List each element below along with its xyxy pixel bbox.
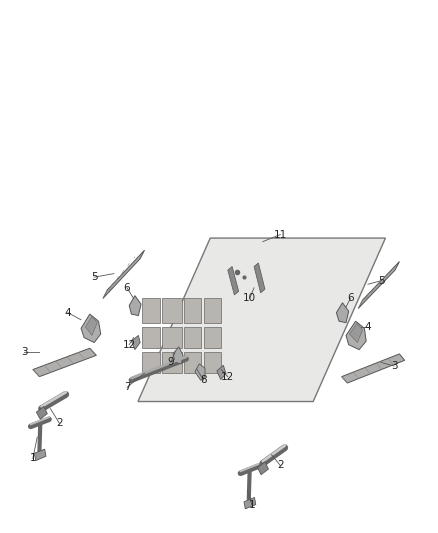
Text: 2: 2	[56, 418, 63, 428]
Text: 4: 4	[64, 308, 71, 318]
Polygon shape	[162, 327, 182, 348]
Text: 4: 4	[364, 322, 371, 332]
Polygon shape	[195, 364, 205, 380]
Text: 3: 3	[391, 361, 398, 371]
Polygon shape	[228, 266, 239, 295]
Polygon shape	[184, 298, 201, 324]
Polygon shape	[342, 354, 405, 383]
Polygon shape	[204, 327, 221, 348]
Polygon shape	[254, 263, 265, 293]
Text: 1: 1	[29, 454, 36, 463]
Polygon shape	[258, 462, 268, 475]
Polygon shape	[184, 352, 201, 373]
Text: 8: 8	[200, 375, 207, 385]
Text: 10: 10	[243, 294, 256, 303]
Polygon shape	[129, 296, 141, 316]
Polygon shape	[204, 352, 221, 373]
Polygon shape	[81, 314, 101, 343]
Polygon shape	[34, 449, 46, 461]
Text: 9: 9	[167, 358, 174, 367]
Polygon shape	[173, 347, 183, 364]
Polygon shape	[358, 262, 399, 309]
Text: 1: 1	[248, 499, 255, 510]
Polygon shape	[184, 327, 201, 348]
Polygon shape	[204, 298, 221, 324]
Polygon shape	[142, 327, 160, 348]
Text: 7: 7	[124, 382, 131, 392]
Text: 11: 11	[274, 230, 287, 239]
Polygon shape	[142, 298, 160, 324]
Polygon shape	[217, 365, 226, 379]
Polygon shape	[138, 238, 385, 401]
Polygon shape	[350, 324, 363, 343]
Text: 6: 6	[124, 283, 131, 293]
Text: 5: 5	[378, 276, 385, 286]
Polygon shape	[85, 316, 97, 335]
Polygon shape	[346, 321, 366, 350]
Polygon shape	[162, 352, 182, 373]
Polygon shape	[244, 497, 256, 509]
Polygon shape	[336, 303, 349, 322]
Text: 5: 5	[91, 272, 98, 282]
Polygon shape	[142, 352, 160, 373]
Text: 3: 3	[21, 347, 28, 357]
Polygon shape	[36, 407, 47, 419]
Text: 12: 12	[123, 340, 136, 350]
Text: 12: 12	[221, 372, 234, 382]
Polygon shape	[131, 335, 140, 350]
Polygon shape	[103, 250, 145, 298]
Polygon shape	[33, 348, 96, 377]
Text: 2: 2	[277, 461, 284, 471]
Text: 6: 6	[347, 294, 354, 303]
Polygon shape	[162, 298, 182, 324]
